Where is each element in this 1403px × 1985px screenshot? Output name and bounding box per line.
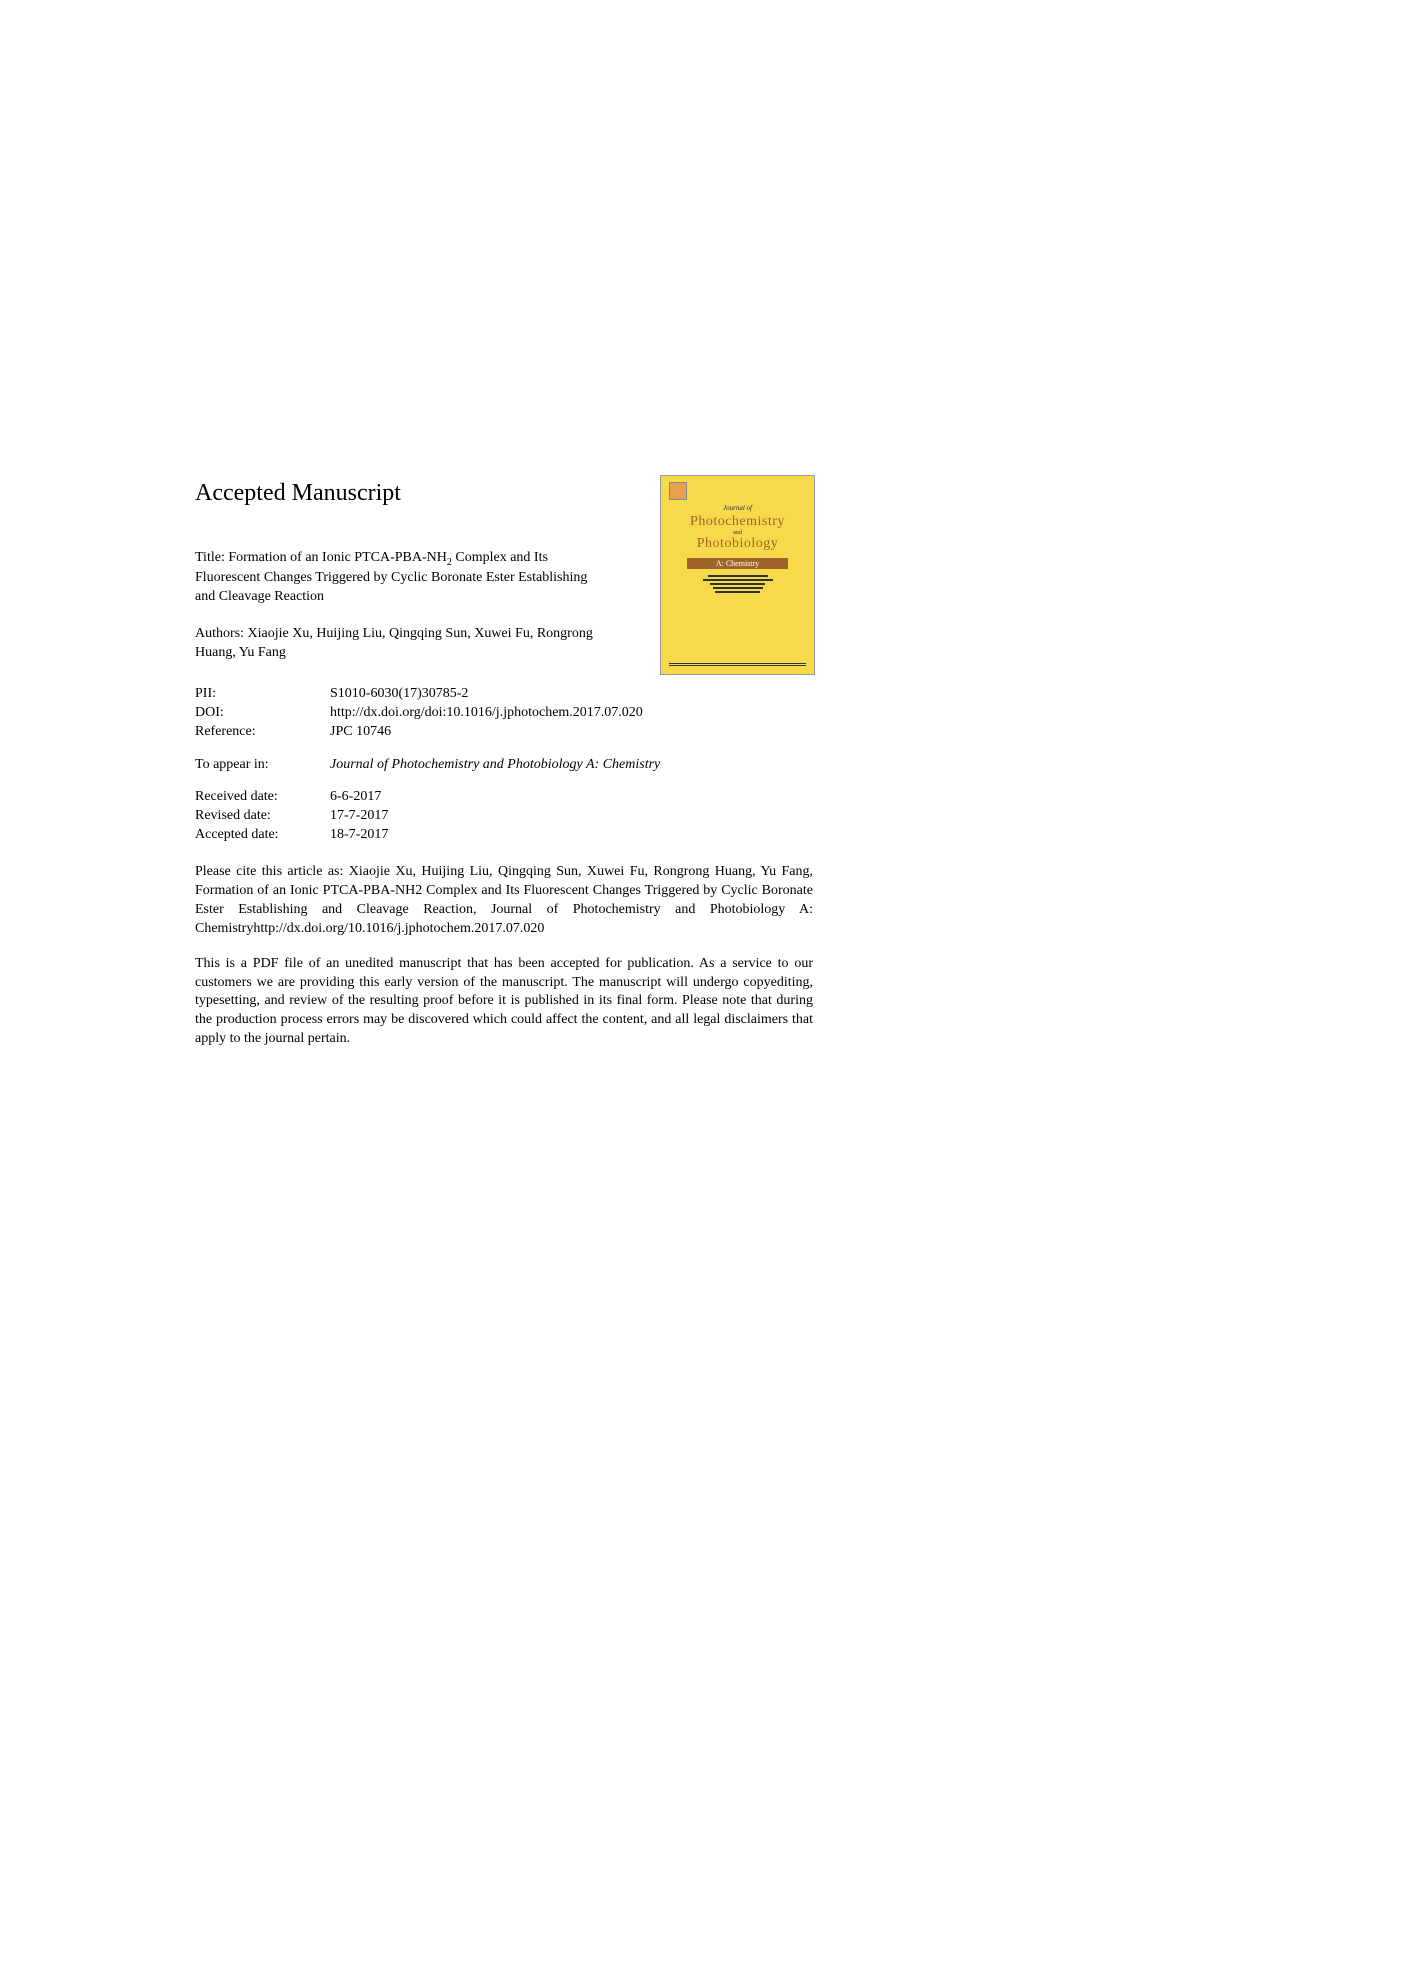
publisher-logo-icon xyxy=(669,482,687,500)
reference-value: JPC 10746 xyxy=(330,723,391,742)
citation-text: Please cite this article as: Xiaojie Xu,… xyxy=(195,863,813,939)
revised-label: Revised date: xyxy=(195,807,330,826)
pii-label: PII: xyxy=(195,685,330,704)
appear-label: To appear in: xyxy=(195,756,330,775)
cover-line-icon xyxy=(713,587,763,589)
cover-line-icon xyxy=(708,575,768,577)
title-prefix: Title: Formation of an Ionic PTCA-PBA-NH xyxy=(195,550,447,565)
received-value: 6-6-2017 xyxy=(330,788,381,807)
cover-decorative-lines xyxy=(669,575,806,593)
doi-label: DOI: xyxy=(195,704,330,723)
meta-row-doi: DOI: http://dx.doi.org/doi:10.1016/j.jph… xyxy=(195,704,813,723)
meta-row-reference: Reference: JPC 10746 xyxy=(195,723,813,742)
cover-title-line1: Photochemistry xyxy=(669,514,806,530)
cover-journal-of: Journal of xyxy=(669,504,806,512)
cover-line-icon xyxy=(710,583,765,585)
reference-label: Reference: xyxy=(195,723,330,742)
received-label: Received date: xyxy=(195,788,330,807)
journal-cover-thumbnail: Journal of Photochemistry and Photobiolo… xyxy=(660,475,815,675)
meta-row-accepted: Accepted date: 18-7-2017 xyxy=(195,826,813,845)
doi-value: http://dx.doi.org/doi:10.1016/j.jphotoch… xyxy=(330,704,643,723)
metadata-table: PII: S1010-6030(17)30785-2 DOI: http://d… xyxy=(195,685,813,845)
meta-row-pii: PII: S1010-6030(17)30785-2 xyxy=(195,685,813,704)
meta-row-appear: To appear in: Journal of Photochemistry … xyxy=(195,756,813,775)
accepted-label: Accepted date: xyxy=(195,826,330,845)
cover-line-icon xyxy=(715,591,760,593)
cover-title-line2: Photobiology xyxy=(669,536,806,552)
meta-row-received: Received date: 6-6-2017 xyxy=(195,788,813,807)
cover-line-icon xyxy=(703,579,773,581)
article-title: Title: Formation of an Ionic PTCA-PBA-NH… xyxy=(195,549,595,607)
cover-footer-rule xyxy=(669,663,806,666)
meta-row-revised: Revised date: 17-7-2017 xyxy=(195,807,813,826)
appear-value: Journal of Photochemistry and Photobiolo… xyxy=(330,756,660,775)
authors-list: Authors: Xiaojie Xu, Huijing Liu, Qingqi… xyxy=(195,625,595,663)
pii-value: S1010-6030(17)30785-2 xyxy=(330,685,468,704)
disclaimer-text: This is a PDF file of an unedited manusc… xyxy=(195,955,813,1049)
accepted-value: 18-7-2017 xyxy=(330,826,388,845)
revised-value: 17-7-2017 xyxy=(330,807,388,826)
cover-subtitle: A: Chemistry xyxy=(687,558,788,569)
